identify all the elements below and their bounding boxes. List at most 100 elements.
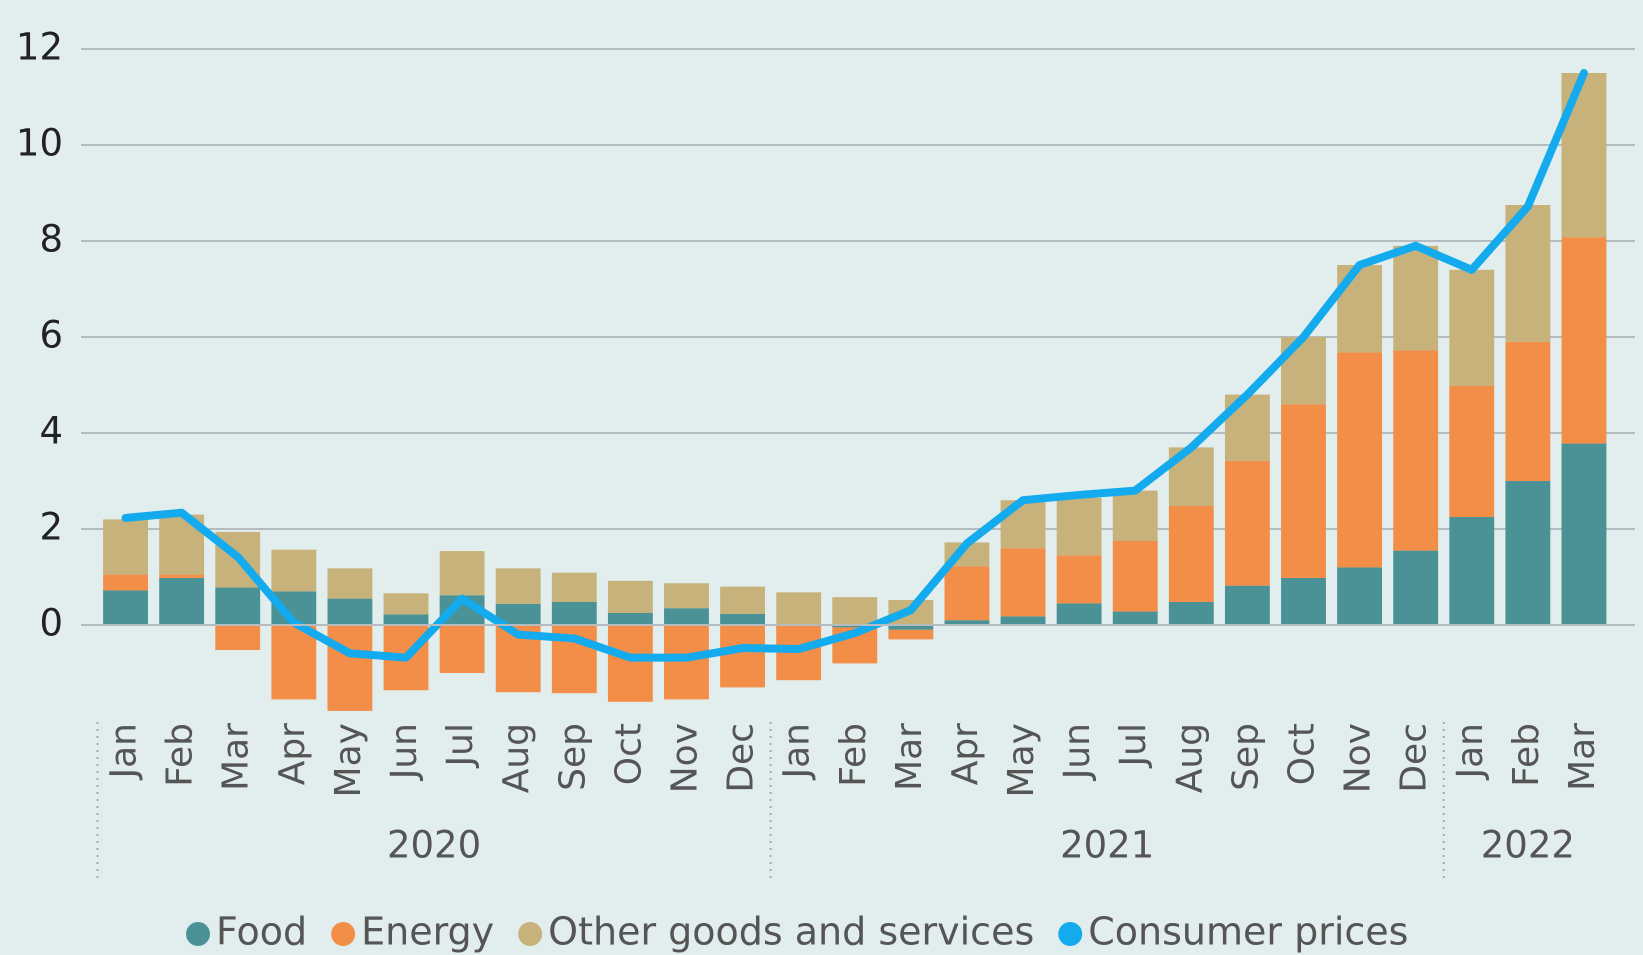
bar — [1056, 555, 1102, 604]
x-tick-label: Sep — [552, 723, 593, 791]
x-tick-label: Dec — [721, 723, 762, 793]
x-tick-label: Jul — [1113, 723, 1154, 768]
x-tick-label: Feb — [160, 723, 201, 787]
bar — [495, 603, 541, 625]
x-tick-label: Aug — [1169, 723, 1210, 793]
x-tick-label: Apr — [272, 723, 313, 785]
bar — [607, 613, 653, 625]
x-tick-label: Nov — [664, 723, 705, 793]
bar — [1337, 352, 1383, 568]
x-tick-label: May — [1001, 723, 1042, 797]
bar — [1224, 585, 1270, 625]
bar — [327, 625, 373, 711]
legend-label: Food — [216, 910, 307, 954]
legend-label: Consumer prices — [1088, 910, 1408, 954]
bar — [1281, 337, 1326, 405]
bar — [327, 598, 373, 625]
legend-marker — [186, 922, 210, 946]
x-tick-label: Jan — [1450, 723, 1491, 781]
bar — [215, 587, 261, 625]
legend-label: Energy — [361, 910, 494, 954]
bar — [888, 629, 934, 640]
bar — [720, 613, 766, 625]
bar — [1000, 616, 1046, 625]
x-tick-label: Mar — [1562, 723, 1603, 791]
legend-marker — [331, 922, 356, 946]
bar — [1112, 490, 1158, 541]
x-tick-label: May — [328, 723, 369, 797]
bar — [1281, 404, 1326, 578]
bar — [776, 592, 822, 625]
year-label: 2021 — [1060, 824, 1154, 867]
x-tick-label: Jan — [777, 723, 818, 781]
x-tick-label: Oct — [608, 723, 649, 785]
legend-label: Other goods and services — [548, 910, 1034, 954]
bar — [664, 583, 709, 609]
line — [121, 69, 1588, 662]
bar — [159, 574, 205, 578]
bar — [439, 551, 485, 596]
bar — [607, 580, 653, 613]
bar — [1393, 350, 1439, 551]
bar — [495, 568, 541, 604]
bar — [1056, 497, 1102, 556]
x-tick-label: Feb — [1506, 723, 1547, 787]
x-tick-label: Jul — [440, 723, 481, 768]
x-tick-label: Sep — [1225, 723, 1266, 791]
bar — [1449, 385, 1495, 517]
x-tick-label: Oct — [1281, 723, 1322, 785]
bar — [271, 549, 317, 592]
bar — [1393, 550, 1439, 625]
bar — [944, 566, 990, 621]
y-tick-label: 12 — [16, 26, 63, 69]
bar — [1449, 269, 1495, 386]
x-tick-label: Jan — [104, 723, 145, 781]
bar — [664, 608, 709, 625]
bar — [159, 577, 205, 625]
x-tick-label: Aug — [496, 723, 537, 793]
bar — [607, 625, 653, 702]
bar — [551, 572, 597, 602]
year-label: 2020 — [387, 824, 481, 867]
bar — [271, 625, 317, 700]
x-tick-label: Nov — [1338, 723, 1379, 793]
bar — [944, 620, 990, 625]
y-tick-label: 10 — [16, 122, 63, 165]
bar — [1000, 548, 1046, 617]
y-tick-label: 0 — [39, 602, 63, 645]
bar — [1112, 611, 1158, 625]
bar — [383, 614, 429, 625]
bar — [1224, 460, 1270, 586]
bar — [103, 574, 148, 591]
bar — [551, 601, 597, 625]
bar — [1561, 443, 1607, 625]
bar — [215, 625, 261, 650]
y-tick-label: 2 — [39, 506, 63, 549]
year-label: 2022 — [1481, 824, 1575, 867]
bar — [1505, 341, 1551, 481]
bar — [327, 568, 373, 599]
x-tick-label: Mar — [216, 723, 257, 791]
x-tick-label: Feb — [833, 723, 874, 787]
legend-marker — [518, 922, 543, 946]
x-tick-label: Jun — [1057, 723, 1098, 781]
bar — [1561, 237, 1607, 444]
bar — [1112, 541, 1158, 612]
y-tick-label: 4 — [39, 410, 63, 453]
x-tick-label: Apr — [945, 723, 986, 785]
bar — [1393, 245, 1439, 351]
bar — [103, 590, 148, 625]
bar — [1561, 73, 1607, 238]
bar — [439, 625, 485, 673]
bar — [888, 625, 934, 630]
bar — [1281, 577, 1326, 625]
bar — [832, 597, 878, 625]
bar — [1337, 265, 1383, 353]
bar — [1168, 505, 1214, 602]
bar — [664, 625, 709, 700]
x-tick-label: Jun — [384, 723, 425, 781]
bar — [720, 586, 766, 614]
bar — [1056, 603, 1102, 625]
bar — [383, 593, 429, 615]
